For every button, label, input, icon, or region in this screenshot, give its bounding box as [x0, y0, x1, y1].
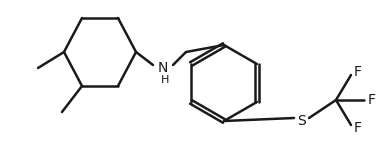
Text: N: N — [158, 61, 168, 75]
Text: S: S — [298, 114, 307, 128]
Text: F: F — [354, 121, 362, 135]
Text: F: F — [354, 65, 362, 79]
Text: F: F — [368, 93, 376, 107]
Text: H: H — [161, 75, 169, 85]
